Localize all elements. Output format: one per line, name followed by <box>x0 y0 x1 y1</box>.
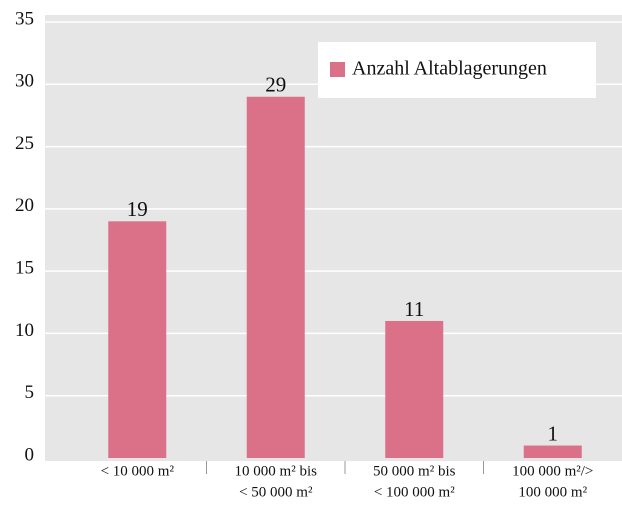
y-tick-label: 5 <box>25 382 35 403</box>
x-tick-label: 100 000 m²/> <box>512 463 593 479</box>
y-tick-label: 30 <box>15 71 34 92</box>
data-label: 11 <box>404 297 424 321</box>
data-label: 29 <box>265 73 286 97</box>
y-tick-label: 20 <box>15 195 34 216</box>
x-tick-label: < 100 000 m² <box>374 484 455 500</box>
data-label: 1 <box>548 421 559 445</box>
x-tick-label: 100 000 m² <box>518 484 587 500</box>
y-tick-label: 0 <box>25 444 35 465</box>
legend-label: Anzahl Altablagerungen <box>352 58 547 80</box>
x-tick-label: 50 000 m² bis <box>373 463 456 479</box>
bar <box>523 445 582 458</box>
legend-swatch <box>330 62 345 77</box>
y-tick-label: 25 <box>15 133 34 154</box>
x-tick-label: < 50 000 m² <box>239 484 313 500</box>
bar <box>108 221 167 458</box>
y-tick-label: 35 <box>15 8 34 29</box>
data-label: 19 <box>127 197 148 221</box>
y-tick-label: 10 <box>15 320 34 341</box>
y-tick-label: 15 <box>15 258 34 279</box>
legend-box <box>318 42 596 98</box>
bar <box>246 96 305 458</box>
x-tick-label: 10 000 m² bis <box>235 463 318 479</box>
bar <box>385 320 444 458</box>
x-tick-label: < 10 000 m² <box>101 463 175 479</box>
